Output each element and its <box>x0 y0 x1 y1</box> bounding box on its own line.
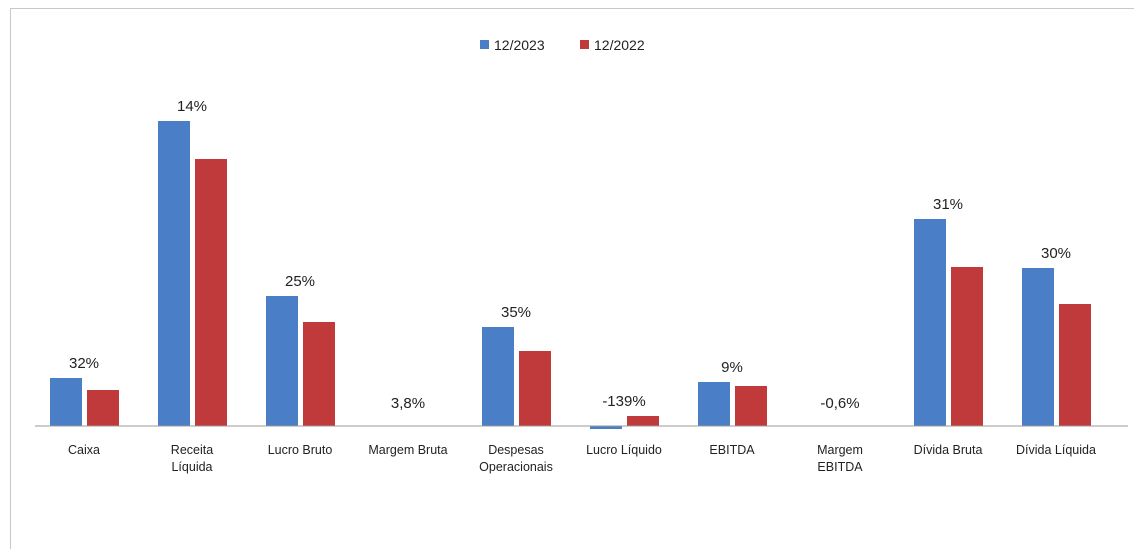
category-label-4-line-0: Despesas <box>488 443 544 457</box>
legend-label-2023: 12/2023 <box>494 37 545 53</box>
bar-12-2023-1 <box>158 121 190 426</box>
annotation-5: -139% <box>602 393 645 410</box>
category-label-7-line-1: EBITDA <box>817 460 863 474</box>
annotation-0: 32% <box>69 355 99 372</box>
bar-12-2023-6 <box>698 382 730 426</box>
category-label-1-line-1: Líquida <box>171 460 212 474</box>
bar-12-2023-5 <box>590 426 622 429</box>
annotation-8: 31% <box>933 196 963 213</box>
annotation-1: 14% <box>177 98 207 115</box>
category-label-4-line-1: Operacionais <box>479 460 553 474</box>
annotation-9: 30% <box>1041 245 1071 262</box>
bar-12-2023-9 <box>1022 268 1054 426</box>
bars-group <box>50 121 1091 429</box>
bar-12-2023-4 <box>482 327 514 426</box>
bar-12-2022-2 <box>303 322 335 426</box>
annotation-6: 9% <box>721 359 743 376</box>
bar-12-2023-2 <box>266 296 298 426</box>
category-label-0: Caixa <box>68 443 100 457</box>
annotations-group: 32% 14% 25% 3,8% 35% -139% 9% -0,6% 31% 30% <box>69 98 1071 412</box>
legend-label-2022: 12/2022 <box>594 37 645 53</box>
category-label-3: Margem Bruta <box>368 443 447 457</box>
category-label-1-line-0: Receita <box>171 443 213 457</box>
bar-12-2022-9 <box>1059 304 1091 426</box>
annotation-4: 35% <box>501 304 531 321</box>
legend: 12/2023 12/2022 <box>480 37 645 53</box>
bar-12-2022-4 <box>519 351 551 426</box>
bar-12-2023-8 <box>914 219 946 426</box>
bar-12-2022-8 <box>951 267 983 426</box>
category-label-8: Dívida Bruta <box>914 443 983 457</box>
category-labels-group: Caixa Receita Líquida Lucro Bruto Margem Bru… <box>68 443 1096 474</box>
annotation-7: -0,6% <box>820 395 859 412</box>
annotation-3: 3,8% <box>391 395 425 412</box>
bar-12-2022-5 <box>627 416 659 426</box>
category-label-5: Lucro Líquido <box>586 443 662 457</box>
category-label-2: Lucro Bruto <box>268 443 333 457</box>
bar-12-2023-0 <box>50 378 82 426</box>
legend-swatch-2023 <box>480 40 489 49</box>
legend-swatch-2022 <box>580 40 589 49</box>
annotation-2: 25% <box>285 273 315 290</box>
bar-12-2022-0 <box>87 390 119 426</box>
bar-12-2022-1 <box>195 159 227 426</box>
category-label-7-line-0: Margem <box>817 443 863 457</box>
category-label-6: EBITDA <box>709 443 755 457</box>
bar-12-2022-6 <box>735 386 767 426</box>
category-label-9: Dívida Líquida <box>1016 443 1096 457</box>
